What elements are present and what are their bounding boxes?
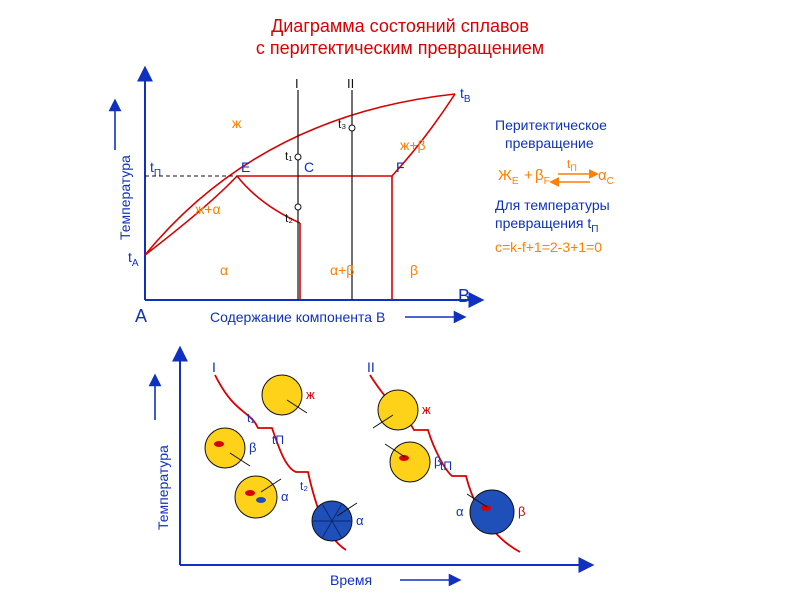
bubble-4: ж [373,390,431,430]
svg-text:α: α [356,513,364,528]
label-B: B [458,286,470,306]
pt-C: C [304,159,314,175]
t1: t₁ [285,149,292,163]
svg-text:αC: αC [598,167,614,187]
side-l1: Перитектическое [495,117,607,133]
bubble-5: β [385,442,441,482]
side-l4: превращения tП [495,215,598,235]
side-notes: Перитектическое превращение ЖE + βF tП α… [495,117,614,255]
ph-zha: ж+α [195,201,221,217]
bubble-1: β [205,428,256,468]
cool-y-label: Температура [155,445,171,530]
cooling-diagram: Температура Время I II t₁ tП t₂ t₃ tП жβ… [155,359,580,588]
c-tP1: tП [272,433,284,447]
t3: t₃ [338,117,346,131]
label-A: A [135,306,147,326]
ph-zh: ж [232,115,242,131]
svg-text:α: α [281,489,289,504]
pt-t1 [295,154,301,160]
svg-text:α: α [456,504,464,519]
ph-zhb: ж+β [400,137,426,153]
side-l3: Для температуры [495,197,610,213]
svg-text:β: β [249,440,256,455]
cool-x-label: Время [330,572,372,588]
tB: tB [460,85,471,105]
label-II: II [347,76,354,91]
cool-I: I [212,359,216,375]
c-t2: t₂ [300,479,308,493]
c-tP2: tП [440,459,452,473]
side-l2: превращение [505,135,594,151]
x-axis-label: Содержание компонента B [210,309,385,325]
bubble-6: βα [456,490,525,534]
solidus-upper [145,176,237,255]
cool-II: II [367,359,375,375]
ph-b: β [410,262,418,278]
t2: t₂ [285,211,293,225]
y-axis-label: Температура [117,155,133,240]
ph-a: α [220,262,228,278]
svg-text:ж: ж [422,402,431,417]
ph-ab: α+β [330,262,354,278]
bubble-0: ж [262,375,315,415]
svg-text:ЖE: ЖE [498,167,519,187]
side-l5: c=k-f+1=2-3+1=0 [495,239,602,255]
bubble-3: α [312,501,364,541]
diagram-svg: Температура Содержание компонента B A B … [0,0,800,600]
svg-text:ж: ж [306,387,315,402]
pt-t2 [295,204,301,210]
tA: tA [128,249,139,269]
svg-text:tП: tП [567,157,577,173]
bubble-2: α [235,476,289,518]
equation: ЖE + βF tП αC [498,157,614,187]
pt-F: F [396,159,405,175]
c-t1: t₁ [247,411,254,425]
label-I: I [295,76,299,91]
bubbles: жβααжββα [205,375,525,541]
pt-t3 [349,125,355,131]
svg-text:β: β [518,504,525,519]
stage: { "title": { "line1": "Диаграмма состоян… [0,0,800,600]
svg-text:βF: βF [535,167,550,187]
phase-diagram: Температура Содержание компонента B A B … [115,76,471,326]
svg-text:β: β [434,454,441,469]
svg-text:+: + [524,167,533,184]
pt-E: E [241,159,250,175]
